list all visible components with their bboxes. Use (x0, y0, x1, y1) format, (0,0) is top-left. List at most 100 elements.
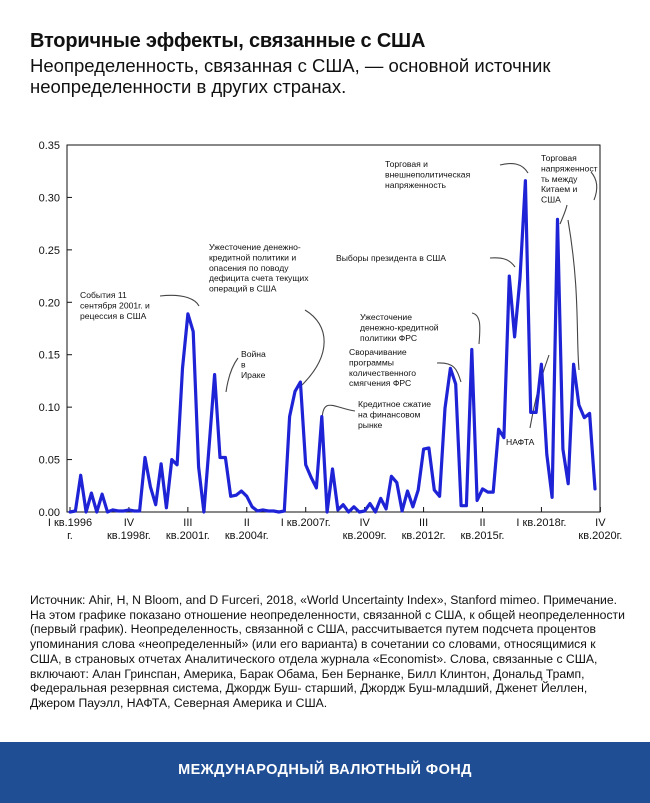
annotation-line: США (541, 195, 561, 205)
x-tick-label-line: кв.2012г. (402, 530, 446, 542)
annotation-leader (567, 219, 580, 371)
annotation-leader (559, 204, 568, 225)
annotation-line: опасения по поводу (209, 263, 289, 273)
annotation-label: Ужесточение денежно-кредитной политики и… (209, 242, 309, 294)
annotation-leader (499, 163, 529, 174)
annotation-line: политики ФРС (360, 333, 417, 343)
annotation-line: количественного (349, 368, 416, 378)
annotation-leader (159, 294, 200, 307)
chart-title: Вторичные эффекты, связанные с США (30, 30, 426, 52)
annotation-line: рынке (358, 420, 383, 430)
annotation-line: Торговая и (385, 159, 428, 169)
x-tick-label-line: кв.2020г. (578, 530, 622, 542)
y-tick-label: 0.25 (39, 245, 60, 257)
x-tick-label-line: III (183, 517, 192, 529)
x-tick-label: III кв.2001г. (166, 517, 210, 542)
annotation-line: операций в США (209, 284, 277, 294)
x-axis: I кв.1996 г.IV кв.1998г.III кв.2001г.II кв.2… (48, 507, 622, 542)
y-axis: 0.00 0.05 0.10 0.15 0.20 0.25 0.30 0.35 (39, 140, 72, 519)
annotation-line: ть между (541, 174, 578, 184)
x-tick-label: IV кв.1998г. (107, 517, 151, 542)
y-tick-label: 0.15 (39, 350, 60, 362)
annotation-line: дефицита счета текущих (209, 273, 309, 283)
x-tick-label-line: кв.1998г. (107, 530, 151, 542)
series-line (68, 179, 597, 514)
x-tick-label-line: IV (595, 517, 606, 529)
annotation-line: внешнеполитическая (385, 169, 471, 179)
y-tick-label: 0.00 (39, 507, 60, 519)
annotation: Торговая напряженност ть между Китаем и США (541, 153, 598, 225)
annotation-line: на финансовом (358, 409, 420, 419)
line-chart: 0.00 0.05 0.10 0.15 0.20 0.25 0.30 0.35 I кв.19… (39, 140, 623, 542)
annotation-line: События 11 (80, 290, 127, 300)
annotation-line: сентября 2001г. и (80, 300, 150, 310)
x-tick-label-line: II (479, 517, 485, 529)
plot-frame (66, 144, 601, 513)
annotation-line: НАФТА (506, 437, 535, 447)
annotation-leader (471, 312, 481, 345)
annotation-line: напряженность (385, 180, 447, 190)
x-tick-label-line: кв.2004г. (225, 530, 269, 542)
x-tick-label-line: IV (124, 517, 135, 529)
plot-border (66, 144, 601, 513)
y-tick-label: 0.20 (39, 297, 60, 309)
annotation-label: События 11 сентября 2001г. и рецессия в СШ… (80, 290, 150, 321)
annotation: Ужесточение денежно-кредитной политики ФРС (360, 312, 481, 345)
x-tick-label-line: I кв.2018г. (516, 517, 566, 529)
annotation: Ужесточение денежно-кредитной политики и… (209, 242, 325, 386)
annotation-line: Ужесточение (360, 312, 412, 322)
x-tick-label-line: I кв.2007г. (281, 517, 331, 529)
chart-subtitle: Неопределенность, связанная с США, — осн… (30, 55, 551, 97)
annotation-line: Выборы президента в США (336, 253, 446, 263)
annotation-line: Ужесточение денежно- (209, 242, 301, 252)
annotation: События 11 сентября 2001г. и рецессия в СШ… (80, 290, 200, 321)
annotation-leader (436, 362, 462, 383)
annotation: Сворачивание программы количественного смяг… (349, 347, 462, 388)
x-tick-label: IV кв.2009г. (343, 517, 387, 542)
annotation-line: Торговая (541, 153, 577, 163)
annotation-line: Китаем и (541, 184, 578, 194)
annotation-line: Война (241, 349, 266, 359)
series-layer (68, 179, 597, 514)
y-tick-label: 0.10 (39, 402, 60, 414)
annotation-leader (489, 257, 516, 268)
annotation-line: Сворачивание (349, 347, 407, 357)
y-tick-label: 0.35 (39, 140, 60, 152)
x-tick-label: I кв.1996 г. (48, 517, 92, 542)
y-tick-label: 0.05 (39, 455, 60, 467)
annotation-leader (321, 404, 356, 423)
annotation-label: Торговая и внешнеполитическая напряженност… (385, 159, 471, 190)
annotation-label: Торговая напряженност ть между Китаем и США (541, 153, 598, 205)
annotation-label: Кредитное сжатие на финансовом рынке (358, 399, 431, 430)
footer-label: МЕЖДУНАРОДНЫЙ ВАЛЮТНЫЙ ФОНД (178, 762, 472, 778)
x-tick-label-line: кв.2009г. (343, 530, 387, 542)
x-tick-label: I кв.2007г. (281, 517, 331, 529)
annotation-label: Ужесточение денежно-кредитной политики ФРС (360, 312, 439, 343)
annotations: События 11 сентября 2001г. и рецессия в СШ… (80, 153, 598, 447)
x-tick-label-line: I кв.1996 (48, 517, 92, 529)
annotation-line: Ираке (241, 370, 266, 380)
annotation: Торговая и внешнеполитическая напряженност… (385, 159, 529, 190)
annotation-line: программы (349, 357, 394, 367)
x-tick-label: II кв.2004г. (225, 517, 269, 542)
annotation: Выборы президента в США (336, 253, 516, 268)
annotation-line: кредитной политики и (209, 252, 296, 262)
annotation-line: рецессия в США (80, 311, 147, 321)
x-tick-label-line: кв.2001г. (166, 530, 210, 542)
annotation-label: Война в Ираке (241, 349, 266, 380)
x-tick-label: II кв.2015г. (461, 517, 505, 542)
y-tick-label: 0.30 (39, 192, 60, 204)
annotation-line: напряженност (541, 163, 598, 173)
annotation-label: Выборы президента в США (336, 253, 446, 263)
annotation: Война в Ираке (225, 349, 266, 393)
annotation-label: НАФТА (506, 437, 535, 447)
x-tick-label-line: II (244, 517, 250, 529)
annotation-leader (301, 309, 325, 386)
annotation-leader (225, 357, 239, 393)
x-tick-label: I кв.2018г. (516, 517, 566, 529)
annotation: Кредитное сжатие на финансовом рынке (321, 399, 431, 430)
footer-bar: МЕЖДУНАРОДНЫЙ ВАЛЮТНЫЙ ФОНД (0, 742, 650, 803)
annotation-line: Кредитное сжатие (358, 399, 431, 409)
annotation-leader (590, 171, 598, 201)
x-tick-label-line: IV (359, 517, 370, 529)
